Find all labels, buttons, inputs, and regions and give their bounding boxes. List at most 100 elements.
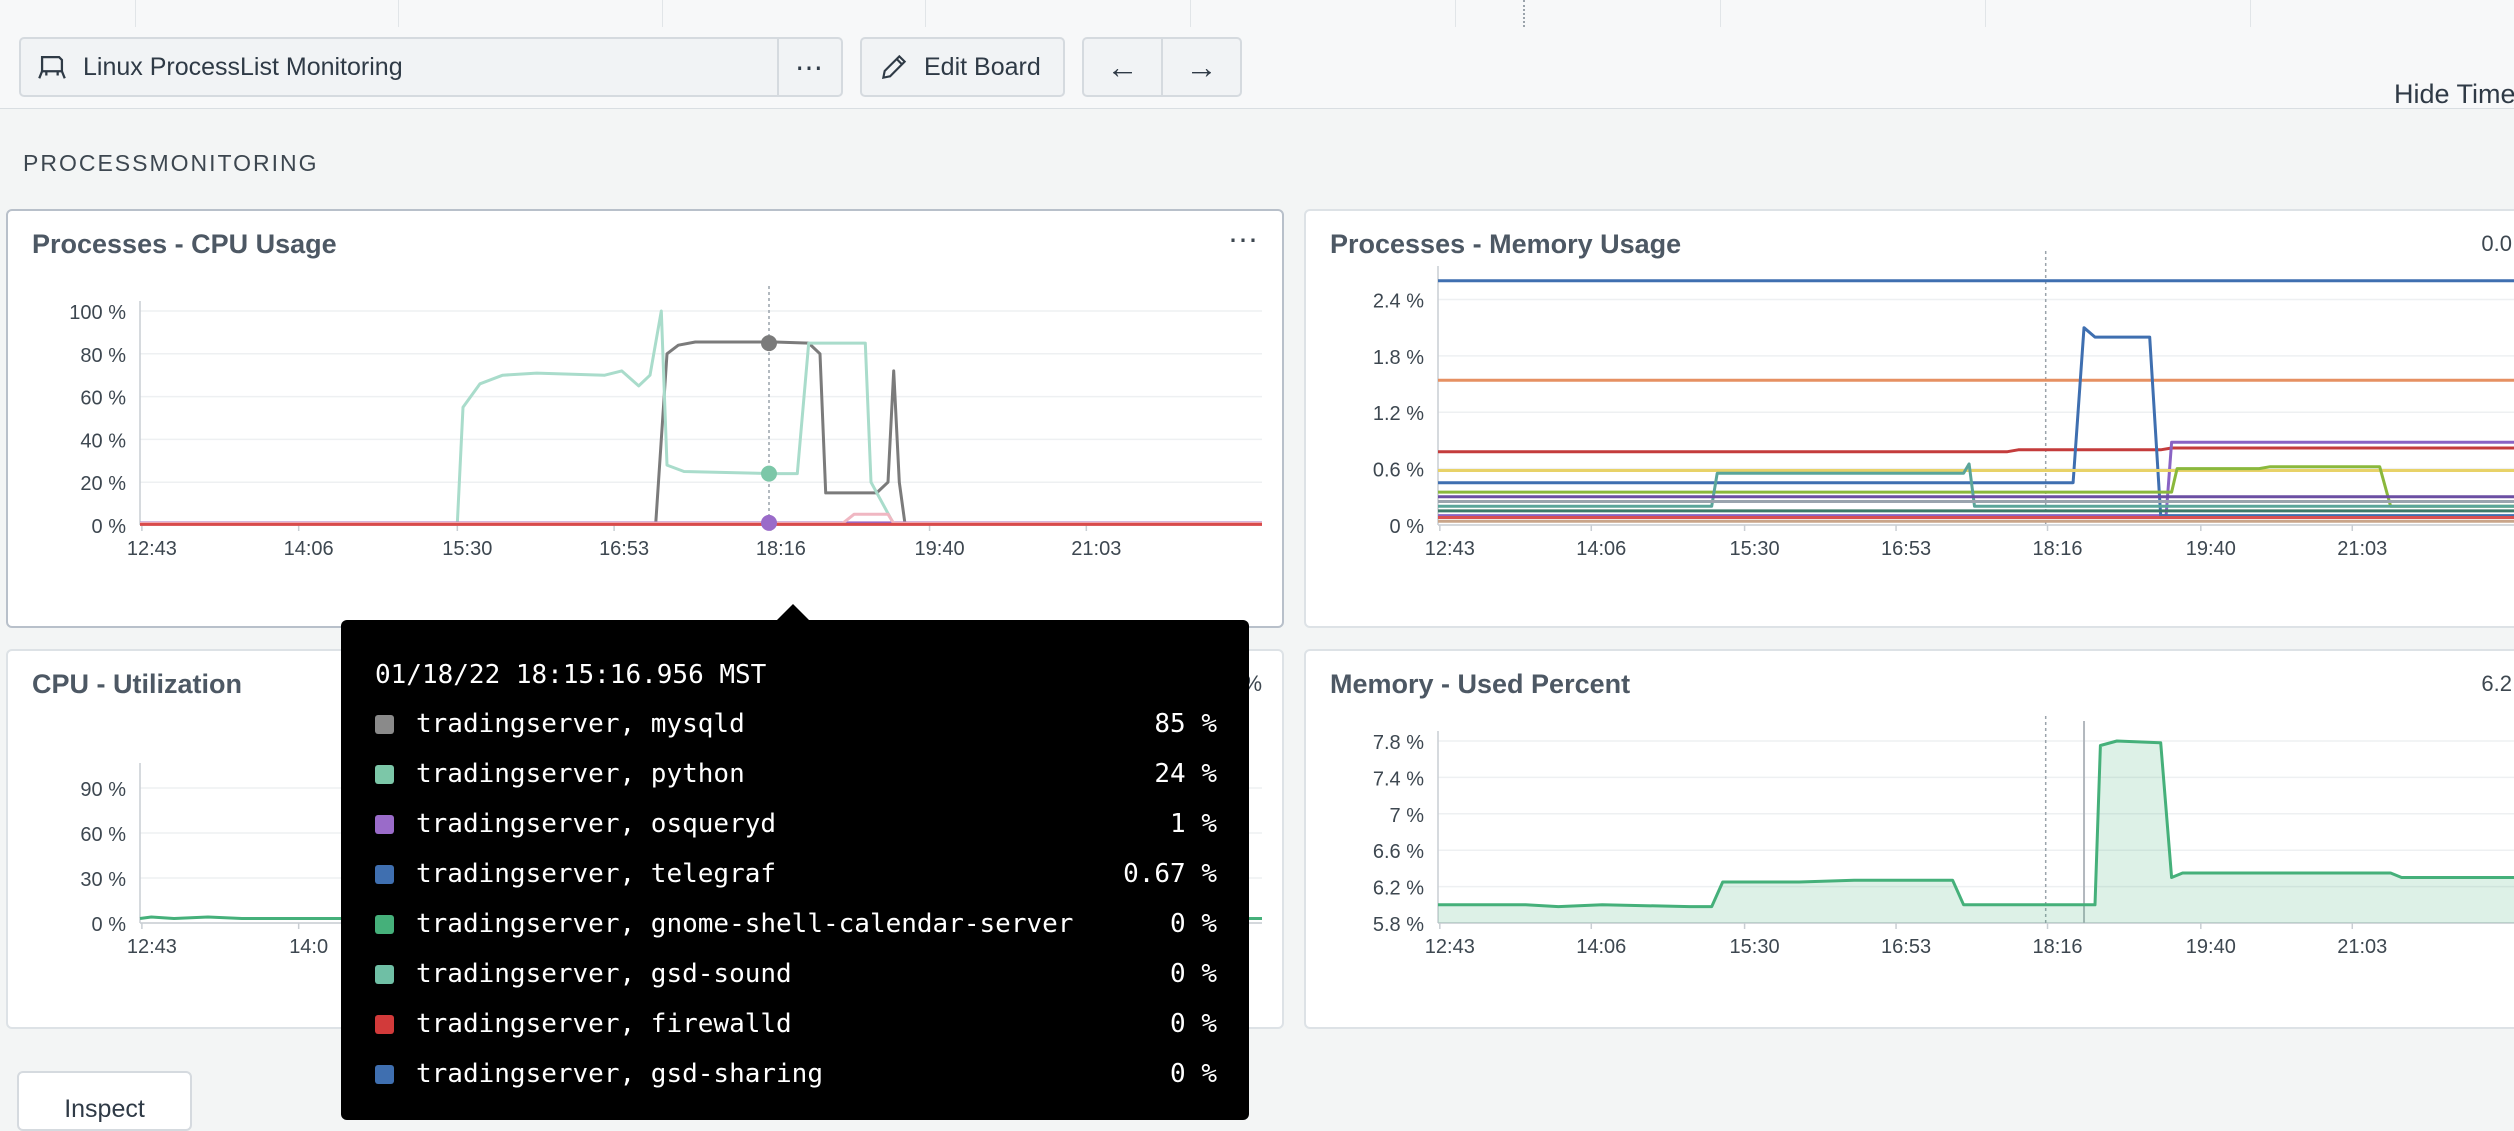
- series-name: tradingserver, telegraf: [416, 859, 777, 889]
- tooltip-row: tradingserver, gsd-sharing 0 %: [375, 1054, 1217, 1094]
- timeline-tick: [1985, 0, 1986, 27]
- x-tick-label: 12:43: [127, 936, 177, 958]
- panel-title: Processes - Memory Usage: [1330, 229, 1682, 259]
- series-name: tradingserver, python: [416, 759, 745, 789]
- series-value: 0 %: [1170, 1059, 1217, 1089]
- panel-title: Processes - CPU Usage: [32, 229, 337, 259]
- series-name: tradingserver, gsd-sharing: [416, 1059, 823, 1089]
- timeline-tick: [398, 0, 399, 27]
- series-name: tradingserver, mysqld: [416, 709, 745, 739]
- x-tick-label: 12:43: [127, 538, 177, 560]
- series-swatch: [375, 964, 394, 984]
- x-tick-label: 12:43: [1425, 936, 1475, 958]
- timeline-tick: [1455, 0, 1456, 27]
- series-value: 0.67 %: [1123, 859, 1217, 889]
- edit-board-button[interactable]: Edit Board: [860, 37, 1065, 97]
- x-tick-label: 15:30: [442, 538, 492, 560]
- timeline-bar[interactable]: [0, 0, 2514, 28]
- x-tick-label: 15:30: [1730, 936, 1780, 958]
- x-tick-label: 16:53: [599, 538, 649, 560]
- x-tick-label: 14:06: [1576, 538, 1626, 560]
- y-tick-label: 7.4 %: [1373, 768, 1424, 790]
- x-tick-label: 18:16: [756, 538, 806, 560]
- forward-arrow-button[interactable]: →: [1185, 48, 1218, 85]
- series-swatch: [375, 814, 394, 834]
- panel-value-badge: 0.0: [2481, 231, 2512, 256]
- memory-used-chart[interactable]: 7.8 % 7.4 % 7 % 6.6 % 6.2 % 5.8 %12:43 14:06 15…: [1306, 651, 2514, 1027]
- board-more-button[interactable]: ⋯: [795, 51, 825, 83]
- series-swatch: [375, 714, 394, 734]
- timeline-tick: [925, 0, 926, 27]
- series-line: [140, 309, 1262, 526]
- series-line: [140, 512, 1262, 525]
- x-tick-label: 16:53: [1881, 936, 1931, 958]
- y-tick-label: 60 %: [80, 388, 126, 410]
- hover-marker: [761, 335, 777, 352]
- series-line: [1438, 465, 2514, 508]
- tooltip-row: tradingserver, gnome-shell-calendar-serv…: [375, 904, 1217, 944]
- series-swatch: [375, 864, 394, 884]
- series-line: [1438, 462, 2514, 508]
- y-tick-label: 60 %: [80, 824, 126, 846]
- series-value: 0 %: [1170, 1009, 1217, 1039]
- cpu-usage-chart[interactable]: 100 % 80 % 60 % 40 % 20 % 0 %12:43 14:06 15:30 1…: [8, 211, 1282, 626]
- tooltip-row: tradingserver, osqueryd 1 %: [375, 804, 1217, 844]
- y-tick-label: 40 %: [80, 430, 126, 452]
- hover-marker: [761, 514, 777, 531]
- panel-menu-button[interactable]: ⋯: [1228, 224, 1260, 257]
- y-tick-label: 6.2 %: [1373, 878, 1424, 900]
- tooltip-timestamp: 01/18/22 18:15:16.956 MST: [375, 660, 767, 690]
- y-tick-label: 80 %: [80, 345, 126, 367]
- panel-processes-memory-usage[interactable]: Processes - Memory Usage 0.0 2.4 % 1.8 % 1…: [1304, 209, 2514, 628]
- board-selector-button[interactable]: Linux ProcessList Monitoring ⋯: [19, 37, 843, 97]
- board-toolbar: Linux ProcessList Monitoring ⋯ Edit Boar…: [0, 27, 2514, 109]
- chart-tooltip: 01/18/22 18:15:16.956 MST tradingserver,…: [341, 604, 1249, 1120]
- y-tick-label: 0 %: [1390, 516, 1425, 538]
- series-name: tradingserver, gnome-shell-calendar-serv…: [416, 909, 1074, 939]
- series-name: tradingserver, firewalld: [416, 1009, 792, 1039]
- x-tick-label: 21:03: [2337, 936, 2387, 958]
- panel-memory-used-percent[interactable]: Memory - Used Percent 6.2 7.8 % 7.4 % 7 % 6…: [1304, 649, 2514, 1029]
- y-tick-label: 6.6 %: [1373, 841, 1424, 863]
- y-tick-label: 100 %: [69, 302, 126, 324]
- series-value: 85 %: [1154, 709, 1217, 739]
- back-arrow-button[interactable]: ←: [1106, 48, 1139, 85]
- series-value: 24 %: [1154, 759, 1217, 789]
- y-tick-label: 7.8 %: [1373, 732, 1424, 754]
- x-tick-label: 14:06: [1576, 936, 1626, 958]
- series-swatch: [375, 1014, 394, 1034]
- x-tick-label: 21:03: [1071, 538, 1121, 560]
- timeline-tick: [1720, 0, 1721, 27]
- series-swatch: [375, 1064, 394, 1084]
- series-swatch: [375, 914, 394, 934]
- hide-time-button[interactable]: Hide Time: [2394, 79, 2514, 109]
- panel-processes-cpu-usage[interactable]: Processes - CPU Usage ⋯ 100 % 80 % 60 % 40 …: [6, 209, 1284, 628]
- x-tick-label: 14:0: [289, 936, 328, 958]
- timeline-cursor: [1523, 0, 1525, 27]
- panel-value-badge: 6.2: [2481, 671, 2512, 696]
- divider: [1161, 39, 1163, 95]
- edit-board-label: Edit Board: [924, 52, 1041, 81]
- tooltip-row: tradingserver, mysqld 85 %: [375, 704, 1217, 744]
- timeline-tick: [1190, 0, 1191, 27]
- y-tick-label: 20 %: [80, 473, 126, 495]
- tooltip-row: tradingserver, gsd-sound 0 %: [375, 954, 1217, 994]
- series-line: [1438, 739, 2514, 909]
- tooltip-row: tradingserver, firewalld 0 %: [375, 1004, 1217, 1044]
- timeline-tick: [662, 0, 663, 27]
- series-name: tradingserver, gsd-sound: [416, 959, 792, 989]
- series-line: [1438, 440, 2514, 518]
- tooltip-row: tradingserver, python 24 %: [375, 754, 1217, 794]
- series-line: [1438, 326, 2514, 518]
- x-tick-label: 19:40: [915, 538, 965, 560]
- y-tick-label: 1.2 %: [1373, 403, 1424, 425]
- tooltip-row: tradingserver, telegraf 0.67 %: [375, 854, 1217, 894]
- y-tick-label: 2.4 %: [1373, 290, 1424, 312]
- inspect-button[interactable]: Inspect: [17, 1071, 192, 1131]
- panel-title: Memory - Used Percent: [1330, 669, 1631, 699]
- x-tick-label: 12:43: [1425, 538, 1475, 560]
- timeline-tick: [2250, 0, 2251, 27]
- memory-usage-chart[interactable]: 2.4 % 1.8 % 1.2 % 0.6 % 0 %12:43 14:06 15:30 16…: [1306, 211, 2514, 626]
- board-title: Linux ProcessList Monitoring: [83, 52, 403, 81]
- section-title: PROCESSMONITORING: [23, 150, 319, 176]
